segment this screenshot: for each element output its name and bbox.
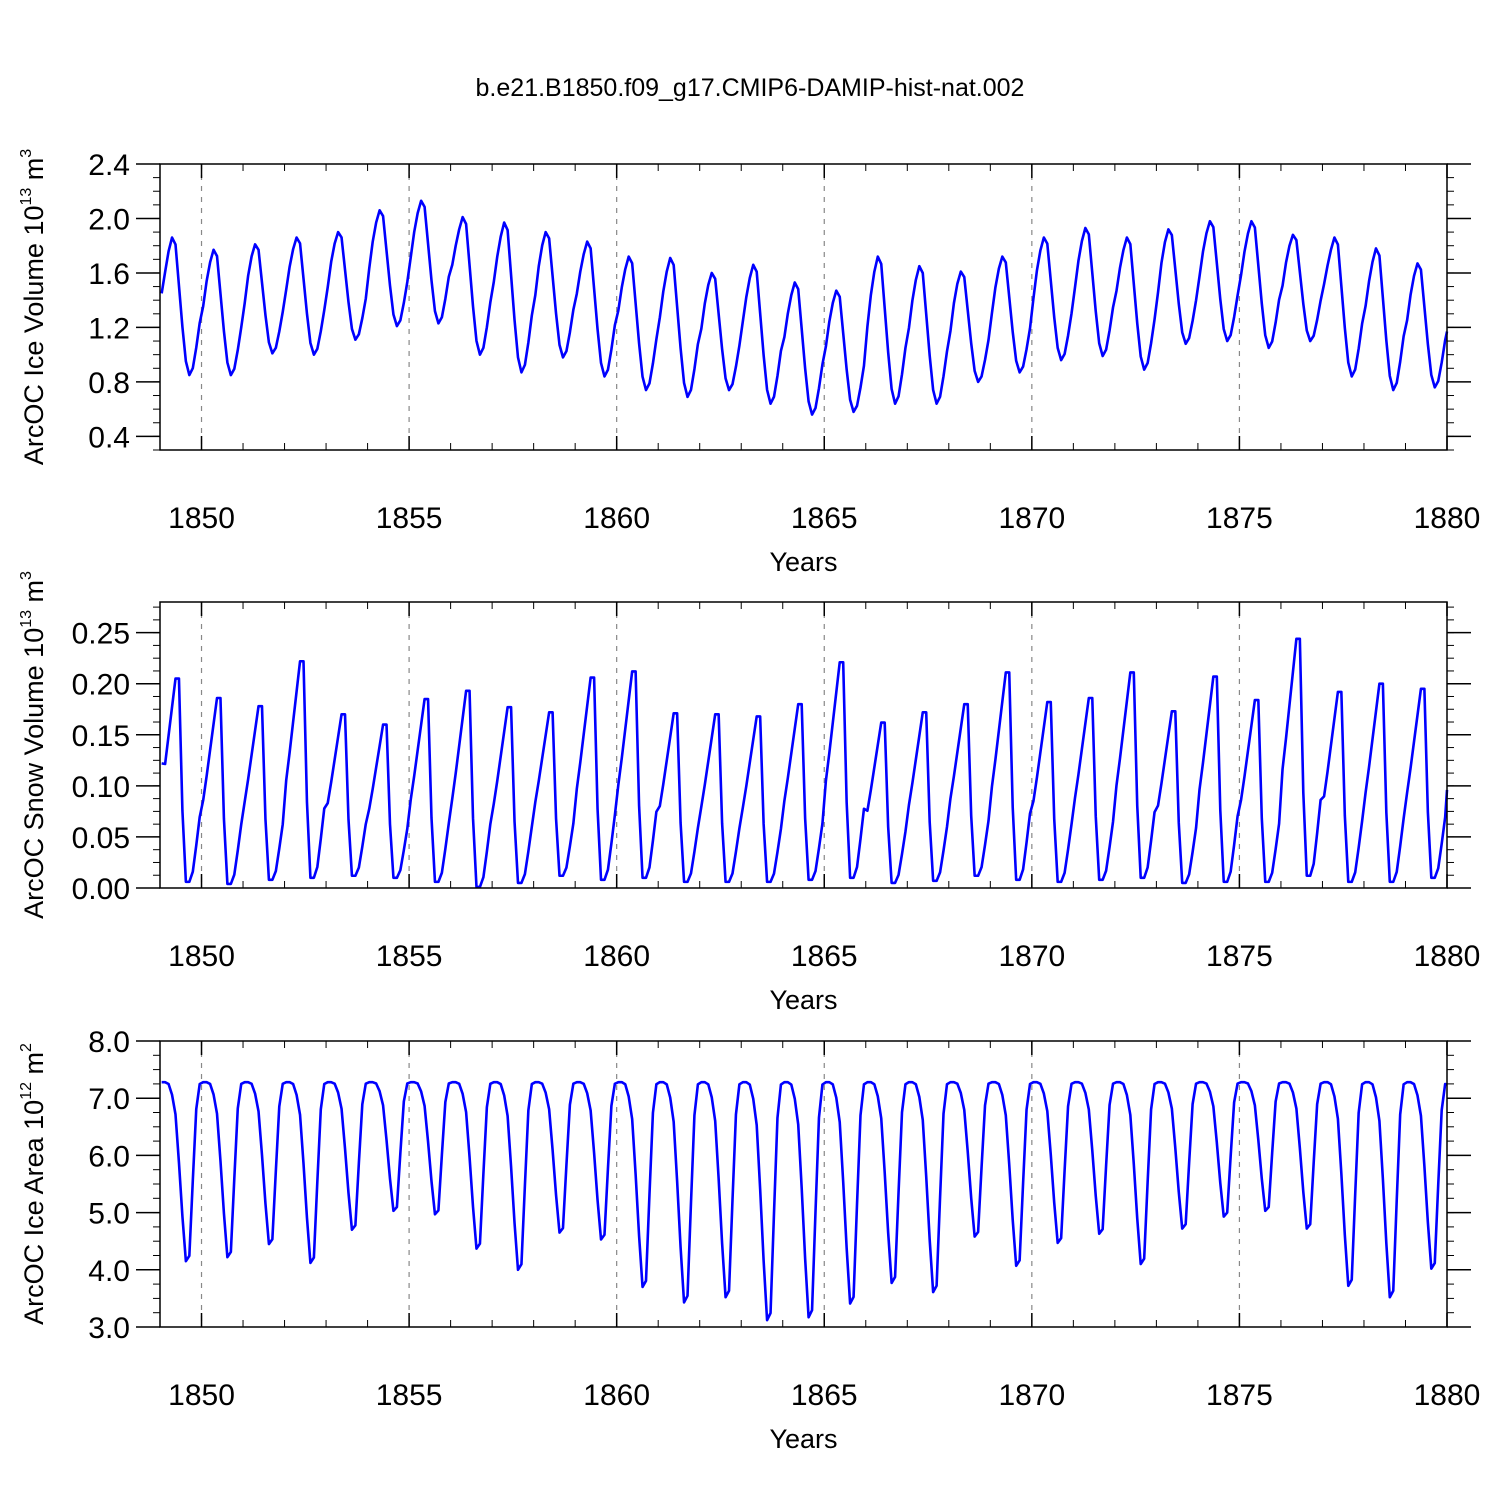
- x-axis-title: Years: [769, 1424, 837, 1454]
- x-tick-label: 1880: [1414, 502, 1481, 535]
- y-tick-label: 0.00: [72, 873, 130, 906]
- x-tick-label: 1860: [583, 1379, 650, 1412]
- x-tick-label: 1875: [1206, 502, 1273, 535]
- plot-frame: [159, 1040, 1448, 1328]
- x-tick-label: 1855: [376, 1379, 443, 1412]
- y-tick-label: 5.0: [88, 1198, 130, 1231]
- x-tick-label: 1855: [376, 940, 443, 973]
- panel-2: 1850 1855 1860 1865 1870 1875 1880 0.00 0.05 0.10…: [18, 571, 1480, 1015]
- series-line: [161, 637, 1449, 889]
- x-tick-label: 1855: [376, 502, 443, 535]
- y-tick-label: 3.0: [88, 1312, 130, 1345]
- y-tick-label: 2.0: [88, 203, 130, 236]
- x-tick-label: 1875: [1206, 940, 1273, 973]
- y-axis-title-exponent: 12: [18, 1082, 35, 1100]
- x-axis-title: Years: [769, 985, 837, 1015]
- x-tick-label: 1870: [998, 1379, 1065, 1412]
- x-tick-label: 1870: [998, 940, 1065, 973]
- plot-frame: [159, 163, 1448, 451]
- y-tick-label: 1.2: [88, 312, 130, 345]
- y-tick-label: 8.0: [88, 1026, 130, 1059]
- y-tick-label: 6.0: [88, 1140, 130, 1173]
- y-axis-title-exponent: 3: [18, 149, 35, 158]
- y-axis-title-part: m: [19, 1052, 49, 1082]
- y-axis-title-exponent: 2: [18, 1043, 35, 1052]
- y-tick-label: 0.8: [88, 367, 130, 400]
- y-axis-title-part: ArcOC Snow Volume 10: [19, 628, 49, 919]
- x-tick-label: 1850: [168, 1379, 235, 1412]
- figure-title: b.e21.B1850.f09_g17.CMIP6-DAMIP-hist-nat…: [476, 74, 1025, 102]
- y-tick-label: 2.4: [88, 149, 130, 182]
- x-axis-title: Years: [769, 547, 837, 577]
- x-tick-label: 1870: [998, 502, 1065, 535]
- panel-3: 1850 1855 1860 1865 1870 1875 1880 3.0 4.0 5.0 6.0…: [18, 1026, 1480, 1454]
- y-axis-title-exponent: 3: [18, 571, 35, 580]
- y-tick-label: 0.05: [72, 822, 130, 855]
- plot-frame: [159, 601, 1448, 889]
- x-tick-label: 1865: [791, 1379, 858, 1412]
- x-tick-label: 1860: [583, 502, 650, 535]
- x-tick-label: 1860: [583, 940, 650, 973]
- y-axis-title-part: ArcOC Ice Area 10: [19, 1100, 49, 1325]
- x-tick-label: 1865: [791, 502, 858, 535]
- x-tick-label: 1880: [1414, 940, 1481, 973]
- y-tick-label: 0.4: [88, 421, 130, 454]
- y-axis-title: ArcOC Snow Volume 1013 m3: [18, 571, 49, 919]
- y-tick-label: 0.25: [72, 618, 130, 651]
- x-tick-label: 1850: [168, 940, 235, 973]
- y-tick-label: 0.15: [72, 720, 130, 753]
- panel-1: 1850 1855 1860 1865 1870 1875 1880 0.4 0.8 1.2 1.6…: [18, 149, 1480, 577]
- series-line: [160, 199, 1449, 416]
- y-axis-title-exponent: 13: [18, 610, 35, 628]
- y-tick-label: 1.6: [88, 258, 130, 291]
- y-axis-title-part: m: [19, 158, 49, 188]
- y-tick-label: 0.20: [72, 669, 130, 702]
- y-axis-title-part: ArcOC Ice Volume 10: [19, 206, 49, 466]
- series-line: [161, 1080, 1448, 1322]
- y-tick-label: 0.10: [72, 771, 130, 804]
- x-tick-label: 1880: [1414, 1379, 1481, 1412]
- x-tick-label: 1865: [791, 940, 858, 973]
- y-tick-label: 7.0: [88, 1083, 130, 1116]
- y-axis-title-part: m: [19, 580, 49, 610]
- x-tick-label: 1850: [168, 502, 235, 535]
- y-axis-title: ArcOC Ice Area 1012 m2: [18, 1043, 49, 1325]
- y-tick-label: 4.0: [88, 1255, 130, 1288]
- x-tick-label: 1875: [1206, 1379, 1273, 1412]
- y-axis-title: ArcOC Ice Volume 1013 m3: [18, 149, 49, 465]
- y-axis-title-exponent: 13: [18, 188, 35, 206]
